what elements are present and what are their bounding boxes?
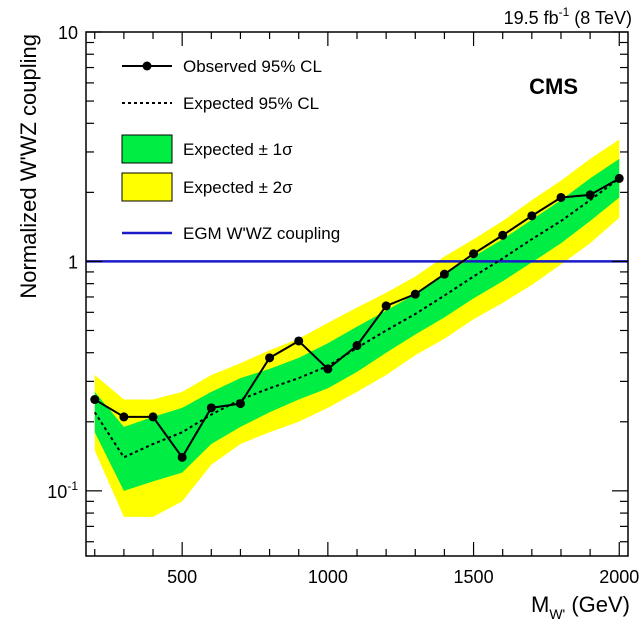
observed-point [556,192,566,202]
lines-layer [86,173,628,462]
y-tick-label: 10-1 [47,479,78,502]
legend: Observed 95% CL Expected 95% CL Expected ±… [121,57,340,243]
experiment-label: CMS [529,74,578,99]
observed-point [527,211,537,221]
x-axis-label-main: M [531,592,549,617]
x-tick-label: 500 [167,567,197,587]
top-label-sup: -1 [559,5,570,19]
y-tick-label-sup: -1 [67,479,78,493]
observed-point [323,364,333,374]
legend-egm-label: EGM W'WZ coupling [183,224,340,243]
y-axis-label: Normalized W'WZ coupling [16,34,41,299]
x-tick-label: 1000 [308,567,348,587]
observed-point [90,395,100,405]
observed-point [498,230,508,240]
observed-point [352,341,362,351]
y-tick-label: 10 [58,23,78,43]
y-tick-label: 1 [68,252,78,272]
x-tick-label: 2000 [599,567,639,587]
y-tick-label-base: 10 [58,23,78,43]
legend-observed-label: Observed 95% CL [183,57,322,76]
band1-area [94,158,620,491]
bands-layer [94,139,620,517]
observed-point [294,336,304,346]
observed-point [177,452,187,462]
y-tick-label-base: 10 [47,482,67,502]
x-tick-label: 1500 [454,567,494,587]
observed-point [410,289,420,299]
observed-point [206,403,216,413]
expected-line [93,177,620,459]
legend-observed-marker [142,61,152,71]
observed-point [585,190,595,200]
legend-band1-swatch [121,134,173,164]
y-tick-label-base: 1 [68,252,78,272]
legend-band2-label: Expected ± 2σ [183,178,293,197]
top-label-suffix: (8 TeV) [569,8,632,28]
observed-point [265,353,275,363]
x-axis-label-sub: W' [549,606,565,622]
top-label-main: 19.5 fb [504,8,559,28]
x-axis-label-suffix: (GeV) [565,592,630,617]
observed-point [235,399,245,409]
legend-expected-label: Expected 95% CL [183,94,319,113]
legend-band2-swatch [121,172,173,202]
observed-point [439,269,449,279]
top-label: 19.5 fb-1 (8 TeV) [504,5,632,28]
x-axis-label: MW' (GeV) [531,592,630,622]
observed-point [614,173,624,183]
observed-point [119,412,129,422]
legend-band1-label: Expected ± 1σ [183,140,293,159]
observed-point [381,301,391,311]
observed-point [148,412,158,422]
observed-point [469,249,479,259]
